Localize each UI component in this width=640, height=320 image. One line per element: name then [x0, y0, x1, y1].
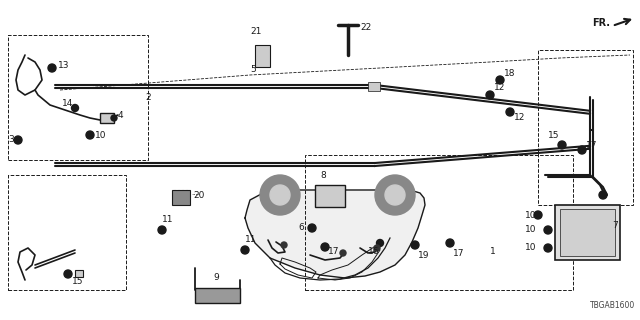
Text: 20: 20: [193, 190, 204, 199]
Text: 10: 10: [95, 131, 106, 140]
Bar: [560, 209, 615, 256]
Text: 10: 10: [525, 211, 536, 220]
Circle shape: [158, 226, 166, 234]
Circle shape: [578, 146, 586, 154]
Text: 9: 9: [213, 273, 219, 282]
Circle shape: [534, 211, 542, 219]
Circle shape: [374, 245, 380, 251]
Text: 16: 16: [368, 247, 380, 257]
Circle shape: [599, 191, 607, 199]
Circle shape: [111, 115, 117, 121]
Text: 11: 11: [245, 236, 257, 244]
Circle shape: [340, 250, 346, 256]
Text: 6: 6: [298, 223, 304, 233]
Text: 3: 3: [8, 135, 13, 145]
Text: 7: 7: [612, 220, 618, 229]
Polygon shape: [245, 190, 425, 278]
Circle shape: [86, 131, 94, 139]
Text: 22: 22: [360, 23, 371, 33]
Bar: [100, 113, 114, 123]
Bar: [315, 185, 345, 207]
Circle shape: [385, 185, 405, 205]
Bar: [368, 82, 380, 91]
Circle shape: [281, 242, 287, 248]
Text: 12: 12: [494, 84, 506, 92]
Text: 15: 15: [548, 131, 559, 140]
Text: 14: 14: [62, 99, 74, 108]
Circle shape: [72, 105, 79, 111]
Bar: [255, 45, 270, 67]
Circle shape: [260, 175, 300, 215]
Text: 17: 17: [453, 249, 465, 258]
Bar: [195, 288, 240, 303]
Circle shape: [544, 244, 552, 252]
Circle shape: [14, 136, 22, 144]
Bar: [305, 155, 573, 290]
Circle shape: [496, 76, 504, 84]
Bar: [538, 50, 633, 205]
Text: 21: 21: [250, 28, 261, 36]
Text: 1: 1: [490, 247, 496, 257]
Circle shape: [486, 91, 494, 99]
Text: 5: 5: [250, 66, 256, 75]
Text: 17: 17: [586, 140, 598, 149]
Circle shape: [308, 224, 316, 232]
Text: 10: 10: [525, 244, 536, 252]
Text: 17: 17: [328, 247, 339, 257]
Text: 19: 19: [418, 251, 429, 260]
Text: FR.: FR.: [592, 18, 610, 28]
Circle shape: [446, 239, 454, 247]
Bar: [172, 190, 190, 205]
Circle shape: [321, 243, 329, 251]
Text: 18: 18: [504, 68, 515, 77]
Bar: [8, 175, 126, 290]
Bar: [555, 205, 620, 260]
Circle shape: [544, 226, 552, 234]
Text: 4: 4: [118, 111, 124, 121]
Circle shape: [506, 108, 514, 116]
Text: ....: ....: [191, 190, 200, 196]
Circle shape: [376, 239, 383, 246]
Text: TBGAB1600: TBGAB1600: [589, 301, 635, 310]
Circle shape: [241, 246, 249, 254]
Text: 12: 12: [514, 114, 525, 123]
Circle shape: [270, 185, 290, 205]
Text: 10: 10: [525, 226, 536, 235]
Circle shape: [64, 270, 72, 278]
Text: 11: 11: [162, 215, 173, 225]
Circle shape: [411, 241, 419, 249]
Text: 15: 15: [72, 277, 83, 286]
Bar: [75, 270, 83, 277]
Bar: [8, 35, 148, 160]
Text: 13: 13: [58, 60, 70, 69]
Circle shape: [48, 64, 56, 72]
Circle shape: [558, 141, 566, 149]
Text: 2: 2: [145, 93, 150, 102]
Circle shape: [375, 175, 415, 215]
Text: 8: 8: [320, 171, 326, 180]
